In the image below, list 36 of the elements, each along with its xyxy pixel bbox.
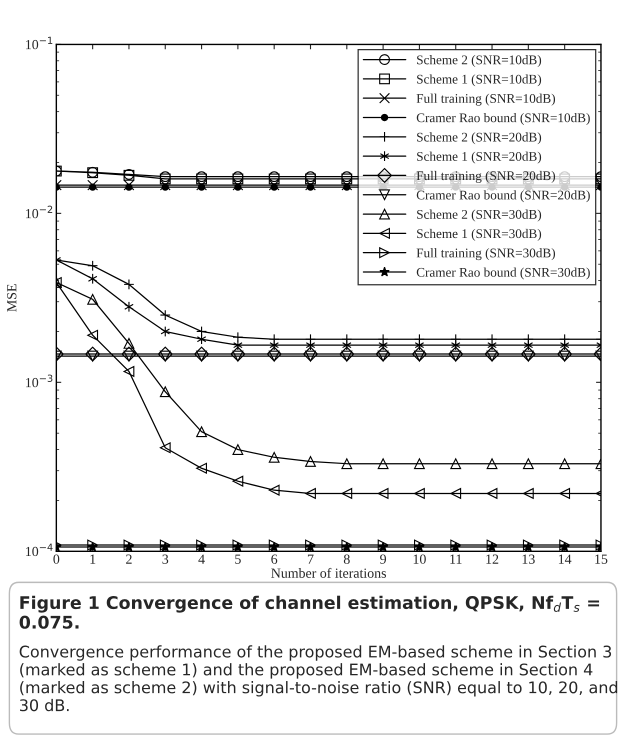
legend-label: Scheme 2 (SNR=20dB) (417, 132, 542, 144)
x-tick-label: 13 (522, 554, 535, 564)
legend-label: Scheme 2 (SNR=30dB) (417, 210, 542, 222)
legend-label: Full training (SNR=10dB) (416, 94, 556, 106)
text: Convergence performance of the proposed EM-based scheme in Section 3 (marked as scheme 1) and the proposed EM-based scheme in Section 4 (marked as scheme 2) with signal-to-noise ratio (SNR) equal to 10, 20, and 30 dB. (20, 645, 618, 712)
x-tick-label: 6 (271, 554, 278, 564)
x-tick-label: 5 (235, 554, 241, 564)
x-tick-label: 0 (53, 554, 60, 564)
x-tick-label: 8 (344, 554, 350, 564)
legend-label: Full training (SNR=30dB) (416, 248, 556, 260)
x-tick-label: 1 (90, 554, 96, 564)
x-tick-label: 14 (558, 554, 572, 564)
x-tick-label: 10 (414, 554, 426, 564)
x-tick-label: 15 (595, 554, 608, 564)
x-axis-title: Number of iterations (271, 568, 386, 578)
legend-label: Scheme 1 (SNR=30dB) (417, 228, 542, 241)
y-tick-label: 10$^{−2}$ (26, 206, 52, 218)
legend-label: Cramer Rao bound (SNR=20dB) (416, 190, 590, 202)
legend-label: Full training (SNR=20dB) (416, 170, 556, 183)
y-tick-label: 10$^{−3}$ (26, 374, 52, 388)
legend-label: Cramer Rao bound (SNR=10dB) (416, 112, 590, 125)
x-tick-label: 4 (198, 554, 205, 564)
x-tick-label: 9 (380, 554, 386, 564)
legend-label: Cramer Rao bound (SNR=30dB) (416, 267, 590, 280)
x-tick-label: 3 (162, 554, 168, 564)
y-tick-label: 10$^{−1}$ (26, 36, 52, 50)
x-tick-label: 2 (126, 554, 132, 564)
legend-label: Scheme 2 (SNR=10dB) (417, 55, 542, 67)
legend-label: Scheme 1 (SNR=20dB) (417, 152, 542, 164)
y-axis-title: MSE (7, 284, 16, 312)
text: Figure 1 Convergence of channel estimation, QPSK, Nf$_{d}$T$_{s}$ = 0.075. (20, 596, 600, 629)
legend-label: Scheme 1 (SNR=10dB) (417, 74, 542, 86)
x-tick-label: 12 (486, 554, 498, 564)
y-tick-label: 10$^{−4}$ (26, 544, 53, 556)
x-tick-label: 11 (450, 554, 462, 564)
x-tick-label: 7 (308, 554, 314, 564)
